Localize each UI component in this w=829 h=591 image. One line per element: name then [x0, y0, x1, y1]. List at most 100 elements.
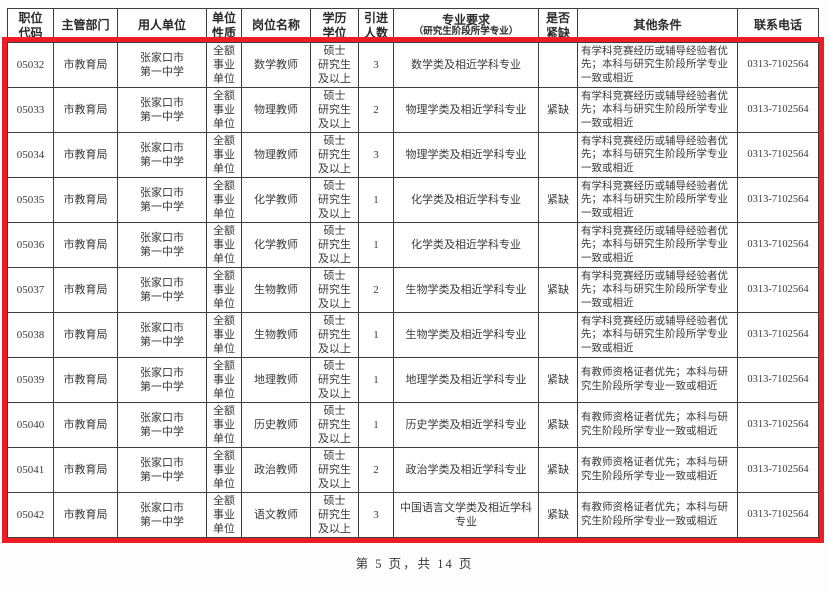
cell-code: 05042	[7, 492, 54, 538]
cell-major: 生物学类及相近学科专业	[393, 267, 539, 313]
cell-dept: 市教育局	[53, 357, 118, 403]
cell-scarce: 紧缺	[538, 447, 578, 493]
cell-other: 有学科竞赛经历或辅导经验者优先；本科与研究生阶段所学专业一致或相近	[577, 132, 738, 178]
column-header: 单位 性质	[206, 8, 242, 43]
cell-other: 有学科竞赛经历或辅导经验者优先；本科与研究生阶段所学专业一致或相近	[577, 42, 738, 88]
cell-position: 生物教师	[241, 312, 311, 358]
cell-code: 05041	[7, 447, 54, 493]
cell-major: 中国语言文学类及相近学科专业	[393, 492, 539, 538]
cell-degree: 硕士 研究生 及以上	[310, 132, 359, 178]
table-header: 职位 代码 主管部门 用人单位 单位 性质 岗位名称 学历 学位 引进 人数 专业要求 （研究生…	[7, 8, 819, 43]
cell-code: 05038	[7, 312, 54, 358]
table-row: 05041 市教育局 张家口市 第一中学 全额 事业 单位 政治教师 硕士 研究生 及以上…	[7, 447, 819, 493]
cell-degree: 硕士 研究生 及以上	[310, 357, 359, 403]
page-number: 第 5 页，共 14 页	[355, 557, 474, 571]
column-header: 主管部门	[53, 8, 118, 43]
table-row: 05033 市教育局 张家口市 第一中学 全额 事业 单位 物理教师 硕士 研究生 及以上…	[7, 87, 819, 133]
cell-count: 2	[358, 87, 394, 133]
cell-employer: 张家口市 第一中学	[117, 357, 207, 403]
cell-degree: 硕士 研究生 及以上	[310, 312, 359, 358]
table-row: 05035 市教育局 张家口市 第一中学 全额 事业 单位 化学教师 硕士 研究生 及以上…	[7, 177, 819, 223]
cell-position: 语文教师	[241, 492, 311, 538]
cell-degree: 硕士 研究生 及以上	[310, 267, 359, 313]
column-header: 专业要求 （研究生阶段所学专业）	[393, 8, 539, 43]
cell-degree: 硕士 研究生 及以上	[310, 447, 359, 493]
cell-position: 地理教师	[241, 357, 311, 403]
table-row: 05034 市教育局 张家口市 第一中学 全额 事业 单位 物理教师 硕士 研究生 及以上…	[7, 132, 819, 178]
column-header: 用人单位	[117, 8, 207, 43]
cell-position: 生物教师	[241, 267, 311, 313]
cell-dept: 市教育局	[53, 312, 118, 358]
cell-dept: 市教育局	[53, 447, 118, 493]
cell-count: 3	[358, 132, 394, 178]
cell-code: 05036	[7, 222, 54, 268]
recruitment-table: 职位 代码 主管部门 用人单位 单位 性质 岗位名称 学历 学位 引进 人数 专业要求 （研究生…	[7, 8, 819, 538]
cell-other: 有教师资格证者优先；本科与研究生阶段所学专业一致或相近	[577, 402, 738, 448]
cell-code: 05040	[7, 402, 54, 448]
cell-major: 数学类及相近学科专业	[393, 42, 539, 88]
table-body: 05032 市教育局 张家口市 第一中学 全额 事业 单位 数学教师 硕士 研究生 及以上…	[7, 42, 819, 538]
cell-code: 05034	[7, 132, 54, 178]
cell-employer: 张家口市 第一中学	[117, 87, 207, 133]
table-row: 05037 市教育局 张家口市 第一中学 全额 事业 单位 生物教师 硕士 研究生 及以上…	[7, 267, 819, 313]
table-row: 05038 市教育局 张家口市 第一中学 全额 事业 单位 生物教师 硕士 研究生 及以上…	[7, 312, 819, 358]
cell-count: 1	[358, 177, 394, 223]
cell-unit_type: 全额 事业 单位	[206, 132, 242, 178]
cell-other: 有学科竞赛经历或辅导经验者优先；本科与研究生阶段所学专业一致或相近	[577, 267, 738, 313]
cell-dept: 市教育局	[53, 42, 118, 88]
cell-phone: 0313-7102564	[737, 402, 819, 448]
cell-other: 有教师资格证者优先；本科与研究生阶段所学专业一致或相近	[577, 492, 738, 538]
table-row: 05032 市教育局 张家口市 第一中学 全额 事业 单位 数学教师 硕士 研究生 及以上…	[7, 42, 819, 88]
cell-code: 05035	[7, 177, 54, 223]
cell-employer: 张家口市 第一中学	[117, 132, 207, 178]
cell-degree: 硕士 研究生 及以上	[310, 222, 359, 268]
cell-unit_type: 全额 事业 单位	[206, 402, 242, 448]
cell-dept: 市教育局	[53, 267, 118, 313]
column-header: 是否 紧缺	[538, 8, 578, 43]
cell-employer: 张家口市 第一中学	[117, 402, 207, 448]
column-header: 其他条件	[577, 8, 738, 43]
cell-dept: 市教育局	[53, 132, 118, 178]
cell-unit_type: 全额 事业 单位	[206, 312, 242, 358]
cell-unit_type: 全额 事业 单位	[206, 492, 242, 538]
cell-employer: 张家口市 第一中学	[117, 222, 207, 268]
table-row: 05036 市教育局 张家口市 第一中学 全额 事业 单位 化学教师 硕士 研究生 及以上…	[7, 222, 819, 268]
cell-unit_type: 全额 事业 单位	[206, 87, 242, 133]
cell-phone: 0313-7102564	[737, 177, 819, 223]
table-row: 05040 市教育局 张家口市 第一中学 全额 事业 单位 历史教师 硕士 研究生 及以上…	[7, 402, 819, 448]
cell-scarce: 紧缺	[538, 492, 578, 538]
cell-count: 1	[358, 222, 394, 268]
cell-count: 2	[358, 267, 394, 313]
column-header: 职位 代码	[7, 8, 54, 43]
cell-dept: 市教育局	[53, 402, 118, 448]
cell-code: 05037	[7, 267, 54, 313]
cell-count: 2	[358, 447, 394, 493]
cell-unit_type: 全额 事业 单位	[206, 42, 242, 88]
cell-count: 1	[358, 312, 394, 358]
cell-position: 历史教师	[241, 402, 311, 448]
cell-scarce: 紧缺	[538, 402, 578, 448]
cell-other: 有教师资格证者优先；本科与研究生阶段所学专业一致或相近	[577, 447, 738, 493]
cell-count: 3	[358, 42, 394, 88]
cell-major: 政治学类及相近学科专业	[393, 447, 539, 493]
cell-position: 化学教师	[241, 222, 311, 268]
cell-position: 物理教师	[241, 132, 311, 178]
cell-degree: 硕士 研究生 及以上	[310, 492, 359, 538]
table-row: 05042 市教育局 张家口市 第一中学 全额 事业 单位 语文教师 硕士 研究生 及以上…	[7, 492, 819, 538]
cell-position: 物理教师	[241, 87, 311, 133]
cell-scarce	[538, 42, 578, 88]
cell-position: 数学教师	[241, 42, 311, 88]
cell-employer: 张家口市 第一中学	[117, 177, 207, 223]
cell-scarce: 紧缺	[538, 267, 578, 313]
cell-major: 历史学类及相近学科专业	[393, 402, 539, 448]
cell-major: 物理学类及相近学科专业	[393, 132, 539, 178]
cell-scarce: 紧缺	[538, 177, 578, 223]
cell-other: 有学科竞赛经历或辅导经验者优先；本科与研究生阶段所学专业一致或相近	[577, 87, 738, 133]
cell-scarce: 紧缺	[538, 87, 578, 133]
cell-phone: 0313-7102564	[737, 312, 819, 358]
cell-scarce	[538, 132, 578, 178]
cell-unit_type: 全额 事业 单位	[206, 447, 242, 493]
cell-degree: 硕士 研究生 及以上	[310, 402, 359, 448]
cell-other: 有学科竞赛经历或辅导经验者优先；本科与研究生阶段所学专业一致或相近	[577, 312, 738, 358]
